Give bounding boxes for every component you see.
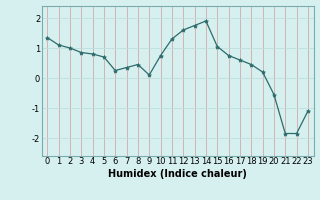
X-axis label: Humidex (Indice chaleur): Humidex (Indice chaleur): [108, 169, 247, 179]
